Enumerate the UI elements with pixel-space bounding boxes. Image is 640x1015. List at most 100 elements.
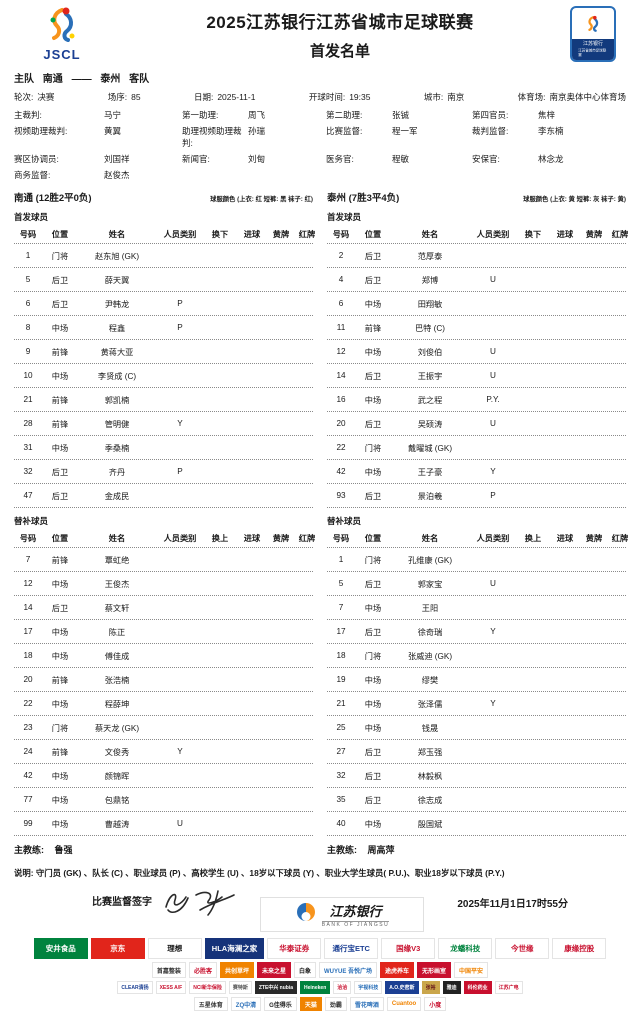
cell-number: 12	[336, 347, 346, 356]
cell-position: 后卫	[364, 747, 382, 757]
sponsor-logo: 赛特斯	[228, 981, 252, 994]
home-team: 南通	[42, 74, 63, 85]
cell-position: 门将	[364, 443, 382, 453]
cell-number: 47	[23, 491, 33, 500]
cell-number: 28	[23, 419, 33, 428]
cell-number: 14	[336, 371, 346, 380]
cell-number: 20	[336, 419, 346, 428]
cell-position: 前锋	[364, 323, 382, 333]
page-title: 2025江苏银行江苏省城市足球联赛	[206, 12, 474, 32]
official-value	[248, 169, 326, 181]
sponsor-row-r2: 首嘉整装 必胜客 共创草坪 未来之星 白象 WUYUE 吾悦广场 途虎养车 无形画室 中国平安	[14, 962, 626, 978]
cell-name: 孔维康 (GK)	[407, 555, 453, 565]
sponsor-row-r4: 五星体育 ZQ中清 G佳得乐 天猫 劲霸 雪花啤酒 Cuantoo 小度	[14, 997, 626, 1011]
player-row: 18 中场 傅佳成	[14, 644, 313, 668]
cell-name: 齐丹	[108, 467, 126, 477]
cell-category: Y	[177, 419, 183, 428]
cell-category: P.Y.	[486, 395, 500, 404]
player-row: 20 前锋 张浩楠	[14, 668, 313, 692]
sponsor-logo: 洽洽	[333, 981, 352, 994]
team-kit: 球服颜色 (上衣: 红 短裤: 黑 袜子: 红)	[210, 196, 313, 203]
player-row: 47 后卫 金成民	[14, 484, 313, 508]
sponsor-logo: 白象	[293, 962, 316, 978]
info-pair: 城市: 南京	[424, 91, 464, 103]
cell-name: 张泽儒	[417, 699, 443, 709]
cell-position: 后卫	[364, 627, 382, 637]
cell-name: 金成民	[104, 491, 130, 501]
sponsor-logo: 安井食品	[33, 938, 88, 959]
player-row: 1 门将 孔维康 (GK)	[327, 548, 626, 572]
cell-category: U	[490, 579, 496, 588]
official-label: 第二助理:	[326, 110, 363, 120]
sponsor-logo: Heineken	[300, 981, 331, 994]
sponsor-logo: NCI新华保险	[189, 981, 226, 994]
player-row: 99 中场 曹越涛 U	[14, 812, 313, 836]
cell-number: 35	[336, 795, 346, 804]
legend-note: 说明: 守门员 (GK) 、队长 (C) 、职业球员 (P) 、高校学生 (U)…	[14, 868, 505, 878]
sponsor-logo: WUYUE 吾悦广场	[319, 962, 378, 978]
cell-name: 尹韩龙	[104, 299, 130, 309]
cell-name: 颜锦晖	[104, 771, 130, 781]
sponsor-logo: 龙蟠科技	[438, 938, 493, 959]
column-header: 红牌	[611, 534, 629, 543]
cell-number: 2	[338, 251, 344, 260]
cell-category: Y	[490, 699, 496, 708]
player-row: 7 中场 王阳	[327, 596, 626, 620]
player-row: 14 后卫 王振宇 U	[327, 364, 626, 388]
column-header: 号码	[19, 534, 37, 543]
cell-position: 中场	[364, 675, 382, 685]
cell-name: 徐志成	[417, 795, 443, 805]
sponsor-logo: 康缘控股	[552, 938, 607, 959]
sponsor-logo: 京东	[90, 938, 145, 959]
official-label	[182, 169, 248, 181]
info-label: 体育场:	[517, 92, 546, 102]
player-row: 6 后卫 尹韩龙 P	[14, 292, 313, 316]
sponsor-logo: Cuantoo	[386, 997, 422, 1011]
vs-dash: ——	[71, 74, 92, 85]
cell-name: 程鑫	[108, 323, 126, 333]
column-header: 换下	[524, 230, 542, 239]
sponsor-logo: 途虎养车	[380, 962, 415, 978]
cell-position: 后卫	[364, 275, 382, 285]
official-label: 商务监督:	[14, 170, 51, 180]
player-row: 28 前锋 管明健 Y	[14, 412, 313, 436]
cell-position: 门将	[364, 651, 382, 661]
cell-position: 中场	[51, 443, 69, 453]
cell-number: 11	[336, 323, 346, 332]
column-header: 姓名	[108, 230, 126, 239]
official-label: 赛区协调员:	[14, 154, 59, 164]
column-header: 姓名	[108, 534, 126, 543]
cell-name: 包鼎铭	[104, 795, 130, 805]
officials-grid: 主裁判: 马宁 第一助理: 周飞 第二助理: 张铖 第四官员: 焦梓 视频助理裁判: 黄翼 助理视频…	[14, 109, 626, 181]
cell-name: 田翔敏	[417, 299, 443, 309]
cell-number: 17	[336, 627, 346, 636]
bank-name: 江苏银行	[329, 904, 382, 919]
cell-number: 18	[23, 651, 33, 660]
player-row: 7 前锋 覃虹绝	[14, 548, 313, 572]
cell-position: 中场	[364, 299, 382, 309]
subs-label: 替补球员	[327, 516, 362, 526]
cell-name: 王振宇	[417, 371, 443, 381]
cell-position: 后卫	[51, 467, 69, 477]
cell-number: 24	[23, 747, 33, 756]
sponsor-row-r3: CLEAR清扬 XESS A/F NCI新华保险 赛特斯 ZTE中兴 nubia Hein…	[14, 981, 626, 994]
cell-name: 殷国斌	[417, 819, 443, 829]
cell-position: 中场	[51, 819, 69, 829]
column-header: 换下	[211, 230, 229, 239]
official-value: 黄翼	[104, 126, 122, 136]
cell-number: 5	[338, 579, 344, 588]
sponsor-logo: XESS A/F	[155, 981, 187, 994]
sponsor-logo: 天猫	[299, 997, 322, 1011]
cell-position: 后卫	[364, 419, 382, 429]
table-header-row: 号码 位置 姓名 人员类别 换上 进球 黄牌 红牌	[14, 529, 315, 548]
cell-position: 后卫	[364, 579, 382, 589]
column-header: 换上	[211, 534, 229, 543]
sponsor-logo: 华泰证券	[267, 938, 322, 959]
column-header: 黄牌	[272, 534, 290, 543]
player-row: 24 前锋 文俊秀 Y	[14, 740, 313, 764]
cell-name: 景泊羲	[417, 491, 443, 501]
sponsor-logo: HLA海澜之家	[204, 938, 265, 959]
column-header: 人员类别	[163, 230, 197, 239]
cell-category: Y	[490, 467, 496, 476]
sponsor-logo: 江苏广电	[494, 981, 523, 994]
